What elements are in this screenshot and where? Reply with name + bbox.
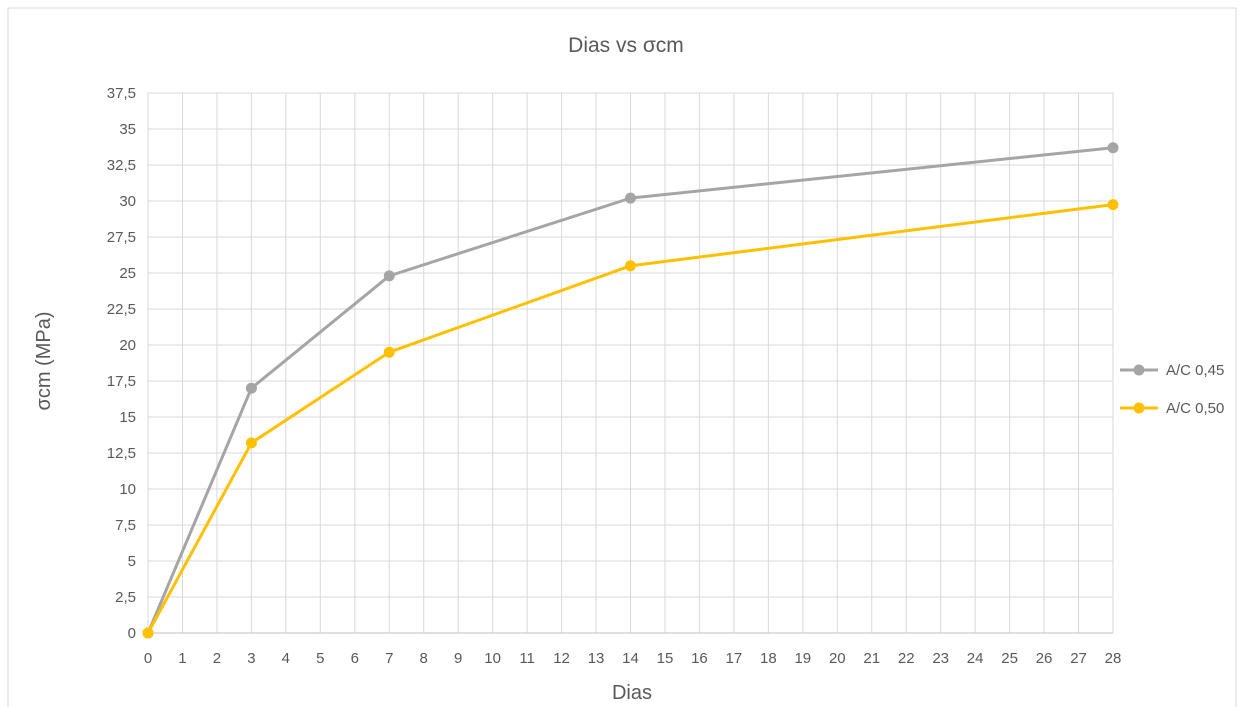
x-tick-label: 13: [588, 650, 605, 667]
y-tick-label: 30: [119, 193, 136, 210]
x-tick-label: 0: [144, 650, 152, 667]
y-tick-label: 0: [128, 625, 136, 642]
x-tick-label: 9: [454, 650, 462, 667]
x-tick-label: 28: [1105, 650, 1122, 667]
y-tick-label: 7,5: [115, 517, 136, 534]
y-tick-label: 35: [119, 121, 136, 138]
x-tick-label: 1: [178, 650, 186, 667]
grid: [148, 92, 1114, 633]
y-axis-title: σcm (MPa): [33, 311, 55, 410]
x-tick-label: 10: [484, 650, 501, 667]
x-tick-label: 17: [726, 650, 743, 667]
series: [142, 142, 1119, 639]
y-tick-label: 27,5: [107, 229, 136, 246]
x-tick-label: 18: [760, 650, 777, 667]
x-tick-label: 21: [863, 650, 880, 667]
x-tick-label: 19: [794, 650, 811, 667]
y-axis-tick-labels: 0 2,5 5 7,5 10 12,5 15 17,5 20 22,5 25 27,5 30 32,5 35…: [107, 85, 136, 642]
y-tick-label: 37,5: [107, 85, 136, 102]
y-tick-label: 12,5: [107, 445, 136, 462]
x-tick-label: 11: [519, 650, 535, 667]
x-axis-tick-labels: 0 1 2 3 4 5 6 7 8 9 10 11 12 13 14 15 16 17 18 19 20 21 22 23 24…: [144, 650, 1122, 667]
x-tick-label: 8: [420, 650, 428, 667]
y-tick-label: 25: [119, 265, 136, 282]
series-2-point: [142, 627, 154, 639]
x-tick-label: 24: [967, 650, 984, 667]
legend: A/C 0,45 A/C 0,50: [1120, 362, 1224, 417]
legend-item: A/C 0,45: [1120, 362, 1224, 379]
legend-label: A/C 0,45: [1166, 362, 1224, 379]
y-tick-label: 32,5: [107, 157, 136, 174]
series-1-point: [245, 382, 257, 394]
chart-title: Dias vs σcm: [568, 34, 684, 57]
x-tick-label: 27: [1070, 650, 1087, 667]
x-tick-label: 16: [691, 650, 708, 667]
x-tick-label: 12: [553, 650, 570, 667]
x-tick-label: 25: [1001, 650, 1018, 667]
legend-swatch-marker: [1133, 364, 1145, 376]
x-tick-label: 23: [932, 650, 949, 667]
chart-border: [7, 7, 1237, 707]
x-tick-label: 26: [1036, 650, 1053, 667]
series-2-point: [245, 437, 257, 449]
y-tick-label: 22,5: [107, 301, 136, 318]
x-tick-label: 22: [898, 650, 915, 667]
series-1-point: [383, 270, 395, 282]
series-2-point: [383, 346, 395, 358]
x-tick-label: 5: [316, 650, 324, 667]
y-tick-label: 5: [128, 553, 136, 570]
legend-label: A/C 0,50: [1166, 400, 1224, 417]
legend-item: A/C 0,50: [1120, 400, 1224, 417]
series-2-point: [625, 260, 636, 272]
y-tick-label: 17,5: [107, 373, 136, 390]
series-2-point: [1107, 199, 1119, 211]
legend-swatch-marker: [1133, 402, 1145, 414]
x-tick-label: 2: [213, 650, 221, 667]
x-tick-label: 14: [622, 650, 639, 667]
x-tick-label: 15: [657, 650, 674, 667]
y-tick-label: 20: [119, 337, 136, 354]
x-tick-label: 20: [829, 650, 846, 667]
x-axis-title: Dias: [612, 682, 652, 704]
y-tick-label: 2,5: [115, 589, 136, 606]
series-1-point: [625, 192, 636, 204]
y-tick-label: 15: [119, 409, 136, 426]
series-1-point: [1107, 142, 1119, 154]
x-tick-label: 4: [282, 650, 290, 667]
x-tick-label: 7: [385, 650, 393, 667]
y-tick-label: 10: [119, 481, 136, 498]
axes: [147, 93, 1113, 634]
x-tick-label: 3: [247, 650, 255, 667]
x-tick-label: 6: [351, 650, 359, 667]
